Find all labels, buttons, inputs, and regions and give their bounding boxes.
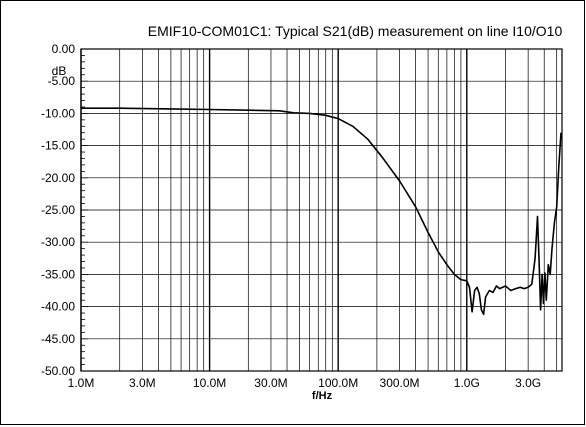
y-tick-label: -30.00 [41,235,75,249]
s21-series-line [81,107,562,316]
y-tick-label: -50.00 [41,364,75,378]
y-tick-label: -15.00 [41,139,75,153]
y-tick-label: -25.00 [41,203,75,217]
x-axis-ticks: 1.0M 3.0M 10.0M 30.0M 100.0M 300.0M 1.0G 3.0G [68,376,541,390]
y-tick-label: 0.00 [52,42,76,56]
x-tick-label: 30.0M [254,376,287,390]
x-tick-label: 1.0M [68,376,95,390]
y-tick-label: -5.00 [48,74,76,88]
y-tick-label: -20.00 [41,171,75,185]
plot-border [80,48,563,372]
y-axis-label: dB [52,64,67,78]
x-axis-label: f/Hz [312,390,333,402]
x-tick-label: 300.0M [380,376,420,390]
x-tick-label: 100.0M [318,376,358,390]
y-axis-ticks: 0.00 -5.00 -10.00 -15.00 -20.00 -25.00 -30.00 -… [41,42,75,378]
y-tick-label: -40.00 [41,300,75,314]
y-tick-label: -35.00 [41,267,75,281]
x-tick-label: 3.0M [129,376,156,390]
x-tick-label: 3.0G [515,376,541,390]
y-tick-label: -10.00 [41,106,75,120]
plot-grid [80,48,562,372]
chart-title: EMIF10-COM01C1: Typical S21(dB) measurem… [148,23,563,39]
series-lines [81,107,562,316]
y-tick-label: -45.00 [41,332,75,346]
x-tick-label: 1.0G [454,376,480,390]
x-tick-label: 10.0M [193,376,226,390]
